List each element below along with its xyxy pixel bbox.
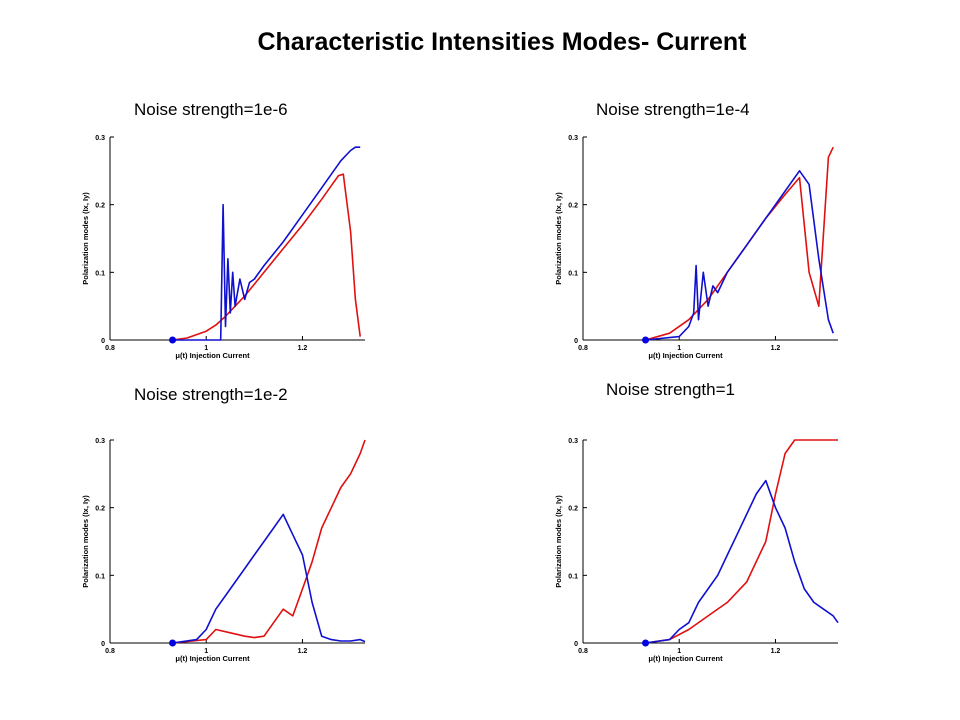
y-tick-label: 0.1 — [568, 573, 578, 580]
series-line-1 — [645, 439, 838, 644]
x-tick-label: 1 — [677, 648, 681, 655]
y-tick-label: 0.2 — [95, 203, 105, 210]
y-tick-label: 0 — [574, 338, 578, 345]
start-marker-point — [642, 336, 650, 344]
slide-title: Characteristic Intensities Modes- Curren… — [257, 28, 747, 56]
y-tick-label: 0.3 — [568, 438, 578, 445]
chart-panel-1: 0 0.1 0.2 0.3 0.8 1 1.2 μ(t) Injection Current P… — [81, 135, 365, 360]
series-line-2 — [172, 513, 366, 644]
y-tick-label: 0 — [574, 641, 578, 648]
series-line-2 — [172, 146, 361, 341]
x-tick-label: 0.8 — [105, 648, 115, 655]
y-tick-label: 0.3 — [95, 135, 105, 142]
start-marker-point — [169, 336, 177, 344]
series-line-1 — [172, 439, 366, 644]
x-tick-label: 1 — [677, 345, 681, 352]
y-axis-label: Polarization modes (Ix, Iy) — [81, 495, 90, 588]
x-axis-label: μ(t) Injection Current — [175, 654, 250, 663]
x-axis-label: μ(t) Injection Current — [648, 654, 723, 663]
y-axis-label: Polarization modes (Ix, Iy) — [554, 192, 563, 285]
x-tick-label: 0.8 — [105, 345, 115, 352]
y-tick-label: 0.1 — [568, 270, 578, 277]
x-axis-label: μ(t) Injection Current — [648, 351, 723, 360]
y-tick-label: 0 — [101, 641, 105, 648]
x-tick-label: 1.2 — [298, 345, 308, 352]
y-tick-label: 0.2 — [568, 506, 578, 513]
series-line-2 — [645, 169, 834, 341]
x-tick-label: 0.8 — [578, 648, 588, 655]
series-line-1 — [645, 146, 834, 341]
panel-caption-1: Noise strength=1e-6 — [134, 100, 288, 119]
x-tick-label: 1.2 — [298, 648, 308, 655]
y-tick-label: 0.1 — [95, 573, 105, 580]
x-tick-label: 1 — [204, 648, 208, 655]
chart-panel-3: 0 0.1 0.2 0.3 0.8 1 1.2 μ(t) Injection Current P… — [81, 438, 366, 663]
y-tick-label: 0.2 — [568, 203, 578, 210]
y-tick-label: 0.2 — [95, 506, 105, 513]
chart-panel-4: 0 0.1 0.2 0.3 0.8 1 1.2 μ(t) Injection Current P… — [554, 438, 839, 663]
panel-caption-4: Noise strength=1 — [606, 380, 735, 399]
start-marker-point — [642, 639, 650, 647]
start-marker-point — [169, 639, 177, 647]
x-tick-label: 1 — [204, 345, 208, 352]
x-axis-label: μ(t) Injection Current — [175, 351, 250, 360]
y-tick-label: 0.1 — [95, 270, 105, 277]
series-line-1 — [172, 173, 361, 341]
y-axis-label: Polarization modes (Ix, Iy) — [554, 495, 563, 588]
y-tick-label: 0 — [101, 338, 105, 345]
y-tick-label: 0.3 — [568, 135, 578, 142]
y-axis-label: Polarization modes (Ix, Iy) — [81, 192, 90, 285]
x-tick-label: 1.2 — [771, 345, 781, 352]
panel-caption-3: Noise strength=1e-2 — [134, 385, 288, 404]
x-tick-label: 0.8 — [578, 345, 588, 352]
y-tick-label: 0.3 — [95, 438, 105, 445]
x-tick-label: 1.2 — [771, 648, 781, 655]
series-line-2 — [645, 479, 839, 644]
panel-caption-2: Noise strength=1e-4 — [596, 100, 750, 119]
chart-panel-2: 0 0.1 0.2 0.3 0.8 1 1.2 μ(t) Injection Current P… — [554, 135, 838, 360]
